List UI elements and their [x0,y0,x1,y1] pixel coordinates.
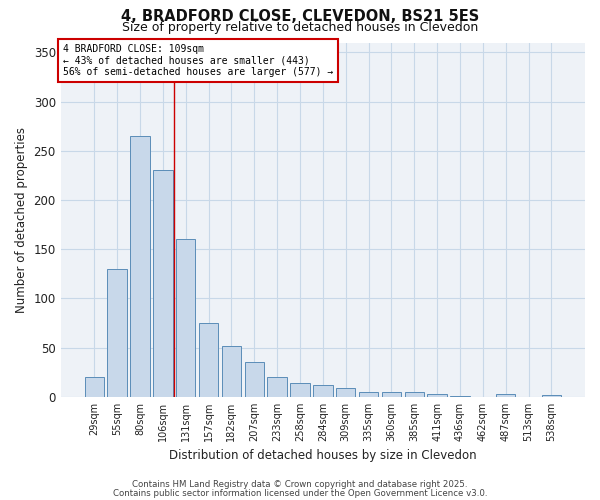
Text: 4 BRADFORD CLOSE: 109sqm
← 43% of detached houses are smaller (443)
56% of semi-: 4 BRADFORD CLOSE: 109sqm ← 43% of detach… [63,44,334,78]
Bar [427,394,447,397]
X-axis label: Distribution of detached houses by size in Clevedon: Distribution of detached houses by size … [169,450,476,462]
Text: Size of property relative to detached houses in Clevedon: Size of property relative to detached ho… [122,21,478,34]
Bar [404,392,424,397]
Bar [199,323,218,397]
Bar [130,136,149,397]
Bar [542,395,561,397]
Text: Contains HM Land Registry data © Crown copyright and database right 2025.: Contains HM Land Registry data © Crown c… [132,480,468,489]
Bar [496,394,515,397]
Bar [107,269,127,397]
Bar [359,392,378,397]
Text: 4, BRADFORD CLOSE, CLEVEDON, BS21 5ES: 4, BRADFORD CLOSE, CLEVEDON, BS21 5ES [121,9,479,24]
Text: Contains public sector information licensed under the Open Government Licence v3: Contains public sector information licen… [113,488,487,498]
Bar [336,388,355,397]
Bar [382,392,401,397]
Bar [221,346,241,397]
Bar [268,377,287,397]
Bar [313,385,332,397]
Y-axis label: Number of detached properties: Number of detached properties [15,126,28,312]
Bar [153,170,173,397]
Bar [176,240,196,397]
Bar [245,362,264,397]
Bar [450,396,470,397]
Bar [85,377,104,397]
Bar [290,383,310,397]
